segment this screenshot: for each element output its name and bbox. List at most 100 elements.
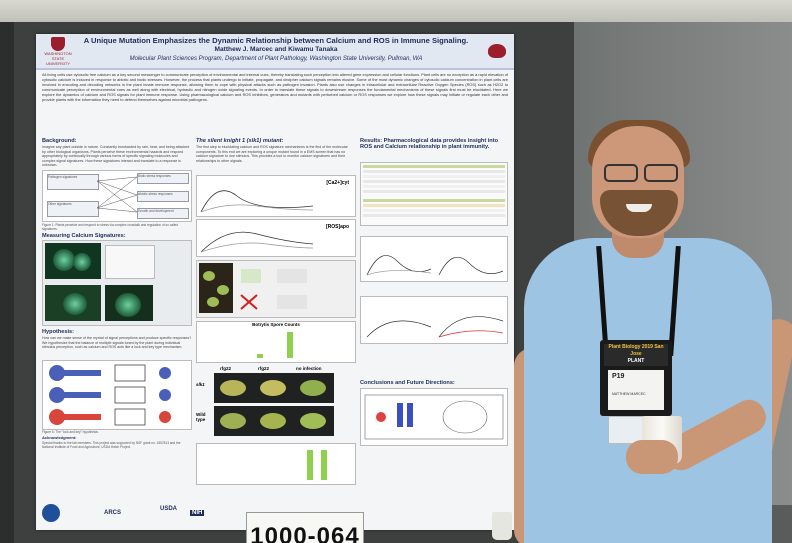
background-text: Imagine any plant outside in nature. Con…: [42, 145, 190, 168]
biotic-response-box: Biotic stress responses: [137, 173, 189, 184]
slk1-leaf-row: [214, 373, 334, 403]
leaf-infection-panel: rfg22 rfg22 no infection slk1 Wild type: [196, 366, 356, 440]
crosstalk-lines: [97, 176, 137, 213]
infection-label: rfg22: [258, 366, 270, 371]
cup-on-table: [492, 512, 512, 540]
leaf: [260, 413, 286, 429]
lock-figure-caption: Figure 5: The "lock and key" hypothesis.: [42, 430, 99, 434]
hypothesis-text: How can we make sense of the myriad of s…: [42, 336, 192, 350]
signature-diagram: Pathogen signatures Other signatures Bio…: [42, 170, 192, 222]
table-row: [363, 175, 505, 178]
chart-bar: [257, 354, 263, 358]
badge-card: P19 MATTHEW MARCEC: [608, 370, 664, 410]
plant-photo: [199, 263, 233, 313]
calcium-trace-lines: [200, 190, 314, 213]
presenter: Plant Biology 2019 San Jose PLANT P19 MA…: [508, 118, 792, 543]
wsu-logo-text: WASHINGTON STATE UNIVERSITY: [44, 51, 72, 66]
row-label: slk1: [196, 382, 205, 387]
right-lens: [644, 164, 678, 182]
diagram-label: Growth and development: [138, 209, 174, 213]
slk1-text: The first step to elucidating calcium an…: [196, 145, 348, 163]
gene-expression-chart: [196, 443, 356, 485]
smile: [626, 204, 652, 212]
figure-1-caption: Figure 1: Plants perceive and respond to…: [42, 223, 179, 231]
key-diagram: [49, 364, 171, 426]
infection-label: rfg22: [220, 366, 232, 371]
table-row: [363, 199, 505, 202]
ros-inhibitor-plots: [360, 296, 508, 344]
table-row: [363, 214, 505, 217]
table-row: [363, 204, 505, 207]
signaling-model: [364, 394, 504, 440]
leaf: [300, 413, 326, 429]
poster-footer: ARCS USDA NIH: [42, 498, 508, 528]
sticker-text: [609, 417, 645, 421]
chart-bar: [287, 332, 293, 358]
table-row: [363, 180, 505, 183]
table-row: [363, 190, 505, 193]
poster-affiliation: Molecular Plant Sciences Program, Depart…: [129, 56, 423, 62]
other-signatures-box: Other signatures: [47, 201, 99, 217]
glasses-icon: [600, 164, 680, 182]
left-board-edge: [0, 22, 14, 543]
ack-title: Acknowledgment:: [42, 435, 77, 440]
poster-column-3: Results: Pharmacological data provides i…: [360, 138, 508, 498]
seedling-sketch: [105, 245, 155, 279]
table-row: [363, 185, 505, 188]
name-badge: Plant Biology 2019 San Jose PLANT P19 MA…: [600, 340, 672, 416]
seedling: [203, 271, 215, 281]
ros-trace-lines: [200, 231, 314, 253]
ack-text: Special thanks to the lab members. This …: [42, 441, 181, 449]
pathogen-signatures-box: Pathogen signatures: [47, 174, 99, 190]
infection-label: no infection: [296, 366, 322, 371]
glow-spot: [115, 293, 141, 317]
poster-intro: All living cells use cytosolic free calc…: [42, 72, 508, 103]
table-row: [363, 165, 505, 168]
botrytis-chart: Botrytis Spore Counts: [196, 321, 356, 363]
inhibitor-traces: [366, 255, 504, 276]
seedling: [207, 297, 219, 307]
glow-spot: [73, 253, 91, 271]
table-row: [363, 209, 505, 212]
lock-and-key-figure: [42, 360, 192, 430]
badge-header-text: Plant Biology 2019 San Jose: [608, 344, 664, 357]
arcs-logo: ARCS: [104, 510, 122, 516]
results-title: Results: Pharmacological data provides i…: [360, 138, 499, 150]
calcium-imaging-figure: [42, 240, 192, 326]
inhibitor-trace-plots: [360, 236, 508, 282]
row-label: Wild type: [196, 412, 206, 422]
poster-column-2: The silent knight 1 (slk1) mutant: The f…: [196, 138, 356, 498]
research-poster: WASHINGTON STATE UNIVERSITY A Unique Mut…: [36, 34, 514, 530]
ros-label: [ROS]apo: [325, 224, 349, 230]
nih-logo: NIH: [190, 510, 205, 516]
after-flg22-image: [45, 285, 101, 321]
receptor-diagram: [240, 269, 307, 310]
leaf: [260, 380, 286, 396]
botrytis-chart-title: Botrytis Spore Counts: [252, 322, 300, 327]
inhibitor-table: [360, 162, 508, 226]
chart-bar: [307, 450, 313, 480]
board-number-sign: 1000-064: [246, 512, 364, 543]
poster-authors: Matthew J. Marcec and Kiwamu Tanaka: [214, 46, 338, 53]
background-title: Background:: [42, 138, 77, 144]
ros-inhibitor-traces: [366, 316, 504, 338]
wildtype-leaf-row: [214, 406, 334, 436]
badge-header: Plant Biology 2019 San Jose PLANT: [604, 344, 668, 366]
model-diagram: [360, 388, 508, 446]
badge-org: PLANT: [627, 358, 645, 364]
poster-header: WASHINGTON STATE UNIVERSITY A Unique Mut…: [36, 34, 514, 70]
hypothesis-title: Hypothesis:: [42, 329, 75, 335]
diagram-label: Biotic stress responses: [138, 174, 171, 178]
calcium-label: [Ca2+]cyt: [326, 180, 349, 186]
glow-spot: [63, 293, 87, 315]
slk1-title: The silent knight 1 (slk1) mutant:: [196, 138, 284, 144]
ros-trace-plot: [ROS]apo: [196, 219, 356, 257]
usda-logo: USDA: [160, 506, 178, 512]
calcium-sensor-image: [45, 243, 101, 279]
poster-title: A Unique Mutation Emphasizes the Dynamic…: [83, 36, 469, 45]
hand-holding-cup: [626, 440, 678, 474]
diagram-label: Pathogen signatures: [48, 175, 78, 179]
badge-name: MATTHEW MARCEC: [612, 392, 646, 396]
infection-model-figure: [196, 260, 356, 318]
